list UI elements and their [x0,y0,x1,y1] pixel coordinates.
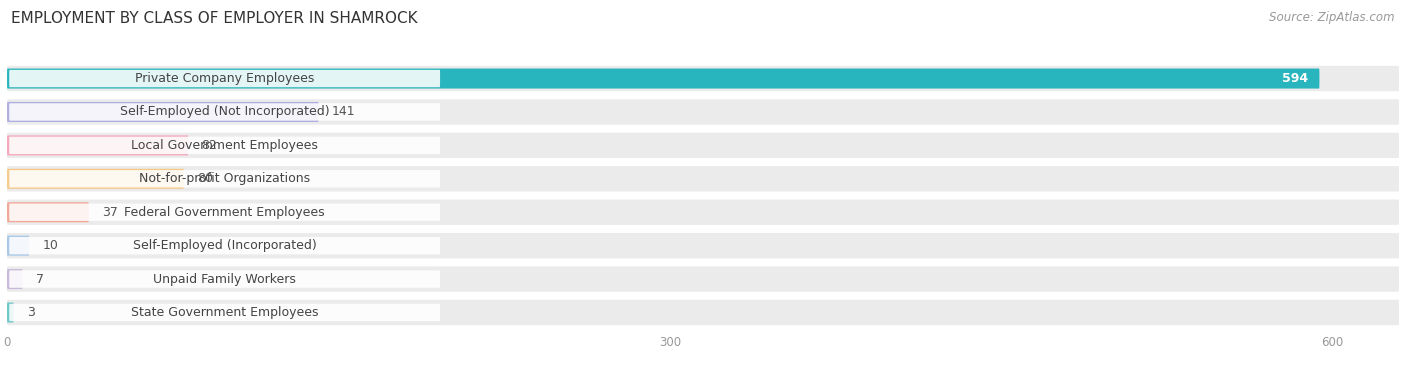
Text: 10: 10 [42,239,58,252]
FancyBboxPatch shape [10,203,440,221]
FancyBboxPatch shape [7,266,1399,292]
FancyBboxPatch shape [10,270,440,288]
Text: 82: 82 [201,139,218,152]
Text: Private Company Employees: Private Company Employees [135,72,315,85]
FancyBboxPatch shape [10,70,440,87]
FancyBboxPatch shape [7,169,184,189]
Text: Self-Employed (Incorporated): Self-Employed (Incorporated) [132,239,316,252]
Text: 141: 141 [332,105,356,118]
FancyBboxPatch shape [7,68,1319,89]
Text: 80: 80 [197,172,214,185]
FancyBboxPatch shape [7,233,1399,258]
Text: Not-for-profit Organizations: Not-for-profit Organizations [139,172,311,185]
FancyBboxPatch shape [7,66,1399,91]
Text: EMPLOYMENT BY CLASS OF EMPLOYER IN SHAMROCK: EMPLOYMENT BY CLASS OF EMPLOYER IN SHAMR… [11,11,418,26]
FancyBboxPatch shape [7,302,14,323]
FancyBboxPatch shape [10,137,440,154]
FancyBboxPatch shape [7,166,1399,191]
FancyBboxPatch shape [7,202,89,222]
Text: Federal Government Employees: Federal Government Employees [124,206,325,219]
FancyBboxPatch shape [10,304,440,321]
FancyBboxPatch shape [7,200,1399,225]
Text: Self-Employed (Not Incorporated): Self-Employed (Not Incorporated) [120,105,329,118]
FancyBboxPatch shape [7,269,22,289]
FancyBboxPatch shape [7,99,1399,125]
Text: 594: 594 [1282,72,1309,85]
Text: Unpaid Family Workers: Unpaid Family Workers [153,273,297,286]
Text: Local Government Employees: Local Government Employees [131,139,318,152]
Text: Source: ZipAtlas.com: Source: ZipAtlas.com [1270,11,1395,24]
FancyBboxPatch shape [7,236,30,256]
FancyBboxPatch shape [10,170,440,188]
FancyBboxPatch shape [10,103,440,121]
Text: 37: 37 [103,206,118,219]
FancyBboxPatch shape [7,102,319,122]
Text: 3: 3 [27,306,35,319]
FancyBboxPatch shape [7,133,1399,158]
Text: 7: 7 [35,273,44,286]
FancyBboxPatch shape [7,135,188,155]
FancyBboxPatch shape [7,300,1399,325]
FancyBboxPatch shape [10,237,440,254]
Text: State Government Employees: State Government Employees [131,306,318,319]
